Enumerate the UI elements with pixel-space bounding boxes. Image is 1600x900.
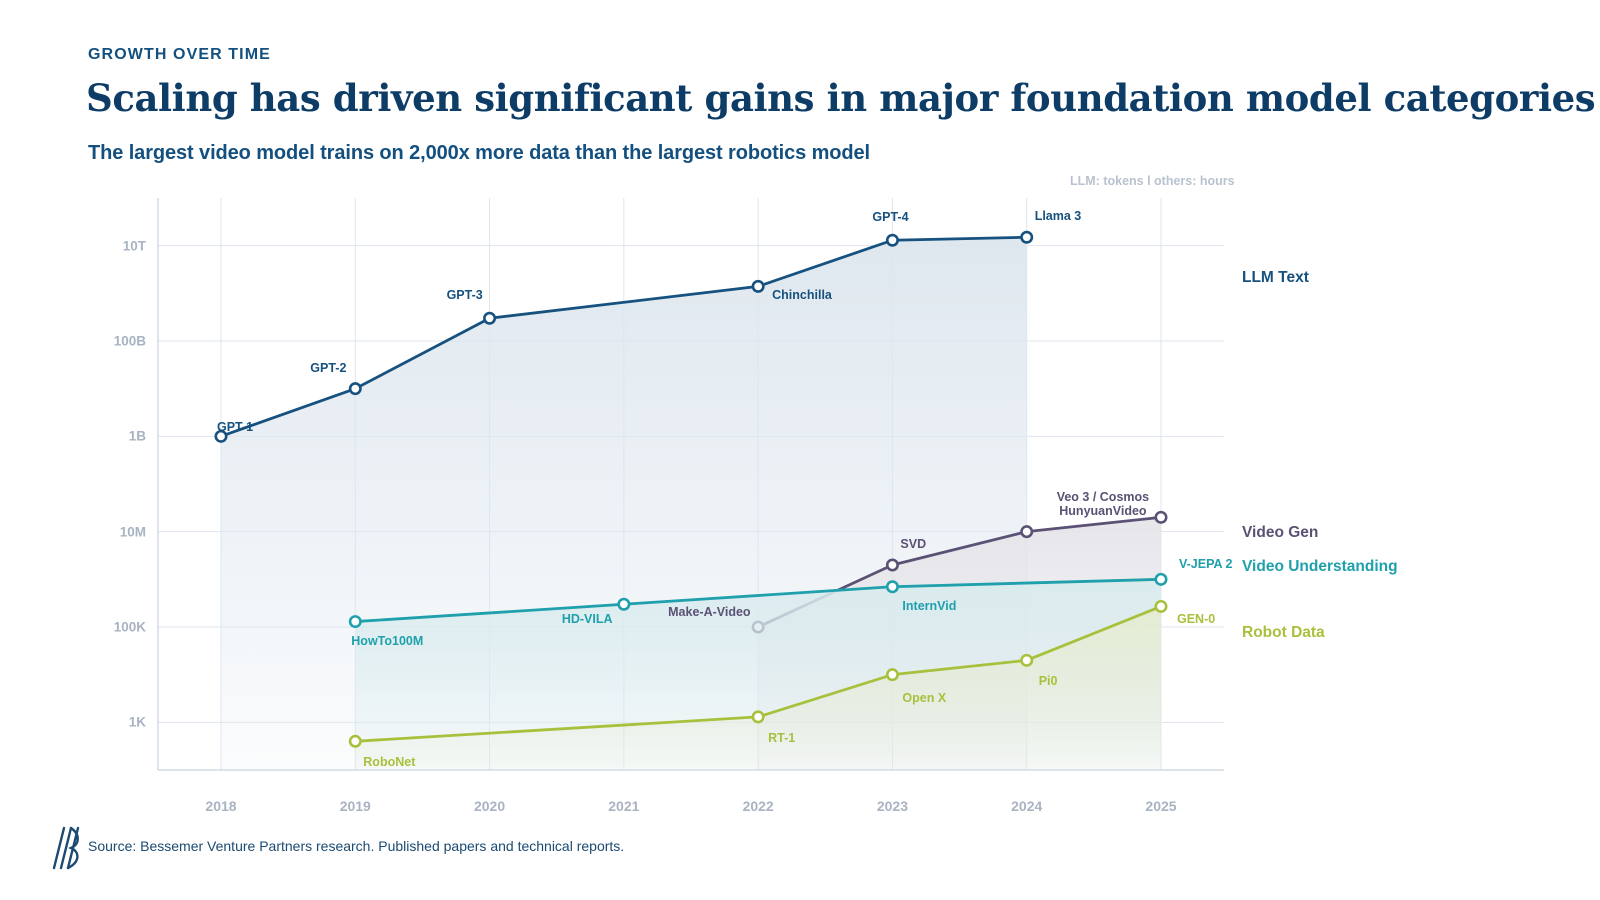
series-line-video-understanding xyxy=(353,577,1163,623)
y-axis-tick: 100B xyxy=(113,333,146,349)
data-point-marker[interactable] xyxy=(348,615,362,629)
data-point-marker[interactable] xyxy=(885,668,899,682)
chart-plot-area xyxy=(157,198,1224,771)
point-label: Pi0 xyxy=(1038,674,1058,689)
data-point-marker[interactable] xyxy=(617,597,631,611)
x-axis-tick: 2024 xyxy=(1011,798,1043,814)
page-subtitle: The largest video model trains on 2,000x… xyxy=(88,142,871,164)
point-label: GPT-4 xyxy=(872,210,909,225)
data-point-marker[interactable] xyxy=(751,710,765,724)
point-label: Make-A-Video xyxy=(668,605,751,619)
point-label: V-JEPA 2 xyxy=(1179,557,1233,572)
data-point-marker[interactable] xyxy=(1020,653,1034,667)
unit-note: LLM: tokens l others: hours xyxy=(1070,174,1235,188)
data-point-marker[interactable] xyxy=(214,429,228,443)
point-label: GPT-1 xyxy=(217,420,254,435)
x-axis-labels: 2018 2019 2020 2021 2022 2023 2024 2025 xyxy=(158,798,1224,822)
point-label: Open X xyxy=(902,690,947,705)
source-note: Source: Bessemer Venture Partners resear… xyxy=(88,838,625,854)
data-point-marker[interactable] xyxy=(483,311,497,325)
x-axis-tick: 2020 xyxy=(473,798,506,814)
point-label: GPT-3 xyxy=(446,288,483,303)
y-axis-tick: 1K xyxy=(128,714,146,730)
x-axis-tick: 2018 xyxy=(205,798,237,814)
point-label: SVD xyxy=(900,536,927,551)
point-label: RT-1 xyxy=(768,730,796,745)
y-axis-labels: 1K 100K 10M 1B 100B 10T xyxy=(100,198,146,770)
point-label: InternVid xyxy=(902,598,957,613)
data-point-marker[interactable] xyxy=(348,382,362,396)
point-label: Llama 3 xyxy=(1034,209,1082,224)
x-axis-tick: 2023 xyxy=(876,798,908,814)
eyebrow-label: GROWTH OVER TIME xyxy=(88,46,271,63)
point-label: HowTo100M xyxy=(351,633,424,648)
x-axis-tick: 2021 xyxy=(608,798,640,814)
chart-svg xyxy=(157,198,1224,771)
point-label: RoboNet xyxy=(363,755,416,770)
data-point-marker[interactable] xyxy=(1020,525,1034,539)
bessemer-logo xyxy=(52,826,80,870)
point-label-line: Veo 3 / Cosmos xyxy=(1056,489,1150,504)
point-label: Veo 3 / Cosmos HunyuanVideo xyxy=(1057,490,1149,520)
data-point-marker[interactable] xyxy=(885,580,899,594)
data-point-marker[interactable] xyxy=(1154,510,1168,524)
legend-item-llm-text[interactable]: LLM Text xyxy=(1242,269,1309,286)
x-axis-tick: 2019 xyxy=(339,798,371,814)
y-axis-tick: 10T xyxy=(122,238,146,254)
page-title: Scaling has driven significant gains in … xyxy=(86,76,1596,120)
x-axis-tick: 2022 xyxy=(742,798,774,814)
point-label: GPT-2 xyxy=(310,360,347,375)
point-label-line: HunyuanVideo xyxy=(1059,504,1147,519)
series-line-llm-text xyxy=(219,235,1029,438)
legend-item-video-gen[interactable]: Video Gen xyxy=(1242,524,1319,541)
point-label: GEN-0 xyxy=(1177,612,1216,627)
y-axis-tick: 10M xyxy=(119,524,146,540)
data-point-marker[interactable] xyxy=(885,233,899,247)
data-point-marker[interactable] xyxy=(348,734,362,748)
data-point-marker[interactable] xyxy=(1020,230,1034,244)
data-point-marker[interactable] xyxy=(751,279,765,293)
y-axis-tick: 100K xyxy=(113,619,146,635)
x-axis-tick: 2025 xyxy=(1145,798,1177,814)
data-point-marker[interactable] xyxy=(885,558,899,572)
y-axis-tick: 1B xyxy=(128,428,146,444)
data-point-marker[interactable] xyxy=(1154,599,1168,613)
data-point-marker[interactable] xyxy=(1154,572,1168,586)
point-label: HD-VILA xyxy=(561,612,613,627)
legend-item-robot-data[interactable]: Robot Data xyxy=(1242,624,1325,641)
legend-item-video-understanding[interactable]: Video Understanding xyxy=(1242,558,1398,575)
point-label: Chinchilla xyxy=(772,288,832,303)
